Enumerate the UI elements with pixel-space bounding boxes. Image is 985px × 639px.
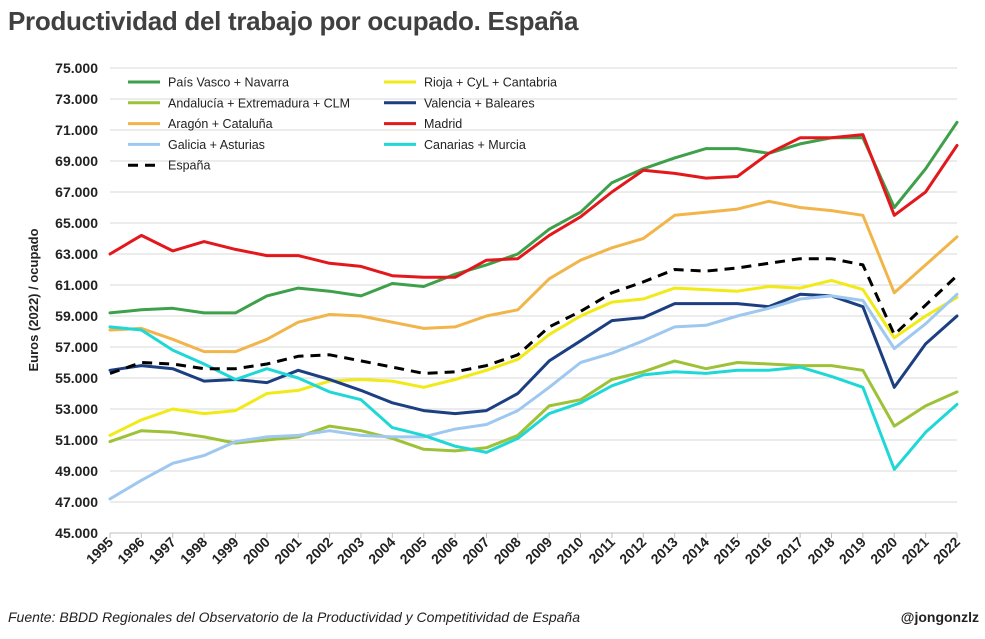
legend-label: Madrid	[424, 117, 462, 131]
chart-title: Productividad del trabajo por ocupado. E…	[8, 6, 579, 36]
series-line-valencia-baleares	[108, 292, 959, 416]
y-tick-label: 63.000	[55, 246, 98, 262]
legend-label: Galicia + Asturias	[168, 138, 265, 152]
x-tick-label: 2008	[491, 534, 524, 567]
y-tick-label: 53.000	[55, 401, 98, 417]
legend: País Vasco + Navarra Rioja + CyL + Cantab…	[128, 76, 557, 173]
x-tick-label: 2021	[898, 534, 931, 567]
x-tick-label: 2004	[365, 534, 398, 567]
y-tick-label: 57.000	[55, 339, 98, 355]
x-tick-label: 2011	[585, 534, 618, 567]
y-tick-label: 65.000	[55, 215, 98, 231]
x-tick-label: 2018	[804, 534, 837, 567]
y-tick-label: 67.000	[55, 184, 98, 200]
legend-label: Aragón + Cataluña	[168, 117, 273, 131]
y-tick-label: 73.000	[55, 91, 98, 107]
legend-label: Andalucía + Extremadura + CLM	[168, 96, 350, 110]
legend-label: España	[168, 159, 210, 173]
y-tick-label: 69.000	[55, 153, 98, 169]
x-tick-label: 2022	[930, 534, 963, 567]
x-tick-label: 2015	[710, 534, 743, 567]
series-line-aragon-cataluna	[108, 199, 959, 354]
y-tick-label: 59.000	[55, 308, 98, 324]
gridlines	[110, 67, 957, 534]
x-tick-label: 1998	[177, 534, 210, 567]
x-tick-label: 2006	[428, 534, 461, 567]
y-tick-label: 47.000	[55, 494, 98, 510]
x-tick-label: 2000	[240, 534, 273, 567]
series-line-canarias-murcia	[108, 325, 959, 471]
x-tick-label: 2002	[302, 534, 335, 567]
legend-label: Canarias + Murcia	[424, 138, 526, 152]
x-tick-label: 2019	[836, 534, 869, 567]
y-axis-label: Euros (2022) / ocupado	[26, 228, 41, 371]
x-tick-label: 2017	[773, 534, 806, 567]
x-tick-label: 1997	[146, 534, 179, 567]
x-tick-label: 2012	[616, 534, 649, 567]
y-tick-label: 61.000	[55, 277, 98, 293]
series-lines	[108, 120, 959, 501]
series-line-rioja-cyl-cantabria	[108, 278, 959, 437]
x-tick-label: 2020	[867, 534, 900, 567]
x-tick-label: 1999	[208, 534, 241, 567]
y-tick-label: 75.000	[55, 60, 98, 76]
y-tick-label: 51.000	[55, 432, 98, 448]
series-line-galicia-asturias	[108, 292, 959, 501]
x-tick-label: 2007	[459, 534, 492, 567]
series-line-madrid	[108, 133, 959, 279]
y-tick-label: 49.000	[55, 463, 98, 479]
series-line-espana	[109, 257, 959, 375]
legend-label: País Vasco + Navarra	[168, 76, 289, 90]
y-tick-label: 55.000	[55, 370, 98, 386]
x-tick-label: 2005	[396, 534, 429, 567]
x-tick-label: 2014	[679, 534, 712, 567]
legend-label: Rioja + CyL + Cantabria	[424, 76, 557, 90]
source-note: Fuente: BBDD Regionales del Observatorio…	[8, 609, 580, 625]
y-tick-label: 45.000	[55, 525, 98, 541]
author-credit: @jongonzlz	[900, 609, 979, 625]
x-tick-label: 2003	[334, 534, 367, 567]
x-tick-label: 1996	[114, 534, 147, 567]
x-tick-label: 2010	[553, 534, 586, 567]
x-tick-label: 2001	[271, 534, 304, 567]
y-tick-label: 71.000	[55, 122, 98, 138]
x-tick-label: 2013	[647, 534, 680, 567]
x-tick-label: 2016	[742, 534, 775, 567]
series-line-andalucia-extremadura-clm	[108, 359, 959, 453]
axes: 45.000 47.000 49.000 51.000 53.000 55.000 57.0…	[55, 60, 963, 567]
line-chart: 45.000 47.000 49.000 51.000 53.000 55.000 57.0…	[26, 60, 963, 567]
legend-label: Valencia + Baleares	[424, 96, 535, 110]
series-line-pais-vasco-navarra	[108, 120, 959, 315]
x-tick-label: 2009	[522, 534, 555, 567]
